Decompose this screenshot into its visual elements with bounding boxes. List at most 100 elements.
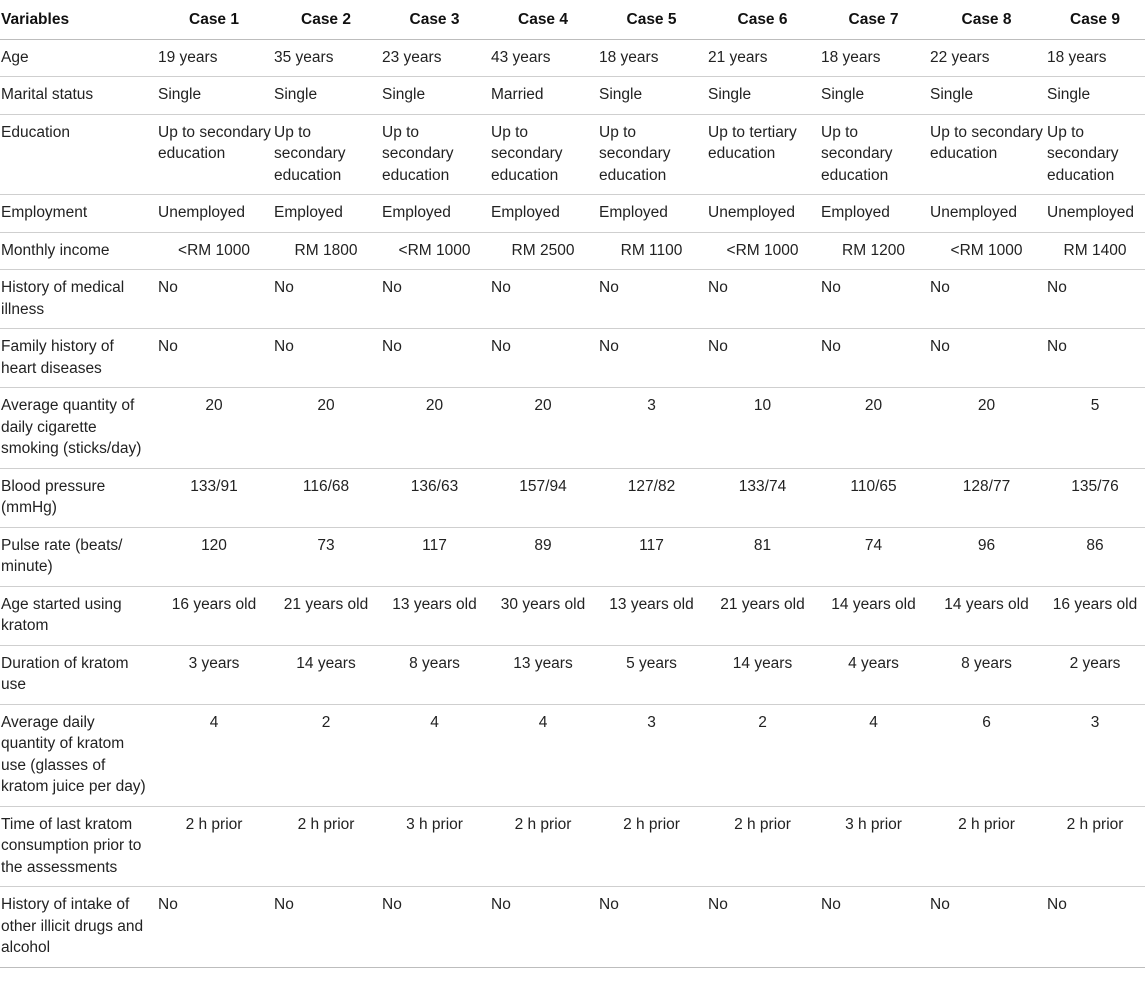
table-cell-case-6: Up to tertiary education: [706, 114, 819, 195]
table-cell-case-8: No: [928, 886, 1045, 968]
table-cell-case-1: 2 h prior: [156, 806, 272, 887]
table-cell-case-2: Single: [272, 76, 380, 115]
table-cell-case-2: Up to secondary education: [272, 114, 380, 195]
table-cell-case-3: 8 years: [380, 645, 489, 705]
table-cell-case-7: Single: [819, 76, 928, 115]
table-cell-case-7: Up to secondary education: [819, 114, 928, 195]
table-cell-case-2: 2: [272, 704, 380, 807]
table-cell-case-5: 2 h prior: [597, 806, 706, 887]
table-cell-case-4: No: [489, 269, 597, 329]
table-cell-case-3: 117: [380, 527, 489, 587]
table-cell-case-4: Up to secondary education: [489, 114, 597, 195]
table-cell-case-3: 20: [380, 387, 489, 469]
table-cell-case-4: No: [489, 886, 597, 968]
row-label: Time of last kratom consumption prior to…: [0, 806, 156, 887]
table-row: Average daily quantity of kratom use (gl…: [0, 704, 1145, 807]
table-row: History of medical illness No No No No No No No…: [0, 269, 1145, 329]
table-cell-case-6: 81: [706, 527, 819, 587]
table-cell-case-8: Unemployed: [928, 194, 1045, 233]
table-cell-case-3: Single: [380, 76, 489, 115]
table-cell-case-5: Up to secondary education: [597, 114, 706, 195]
table-cell-case-8: <RM 1000: [928, 232, 1045, 270]
table-cell-case-1: 16 years old: [156, 586, 272, 646]
table-cell-case-2: 35 years: [272, 39, 380, 77]
table-cell-case-4: 20: [489, 387, 597, 469]
table-cell-case-3: 136/63: [380, 468, 489, 528]
table-cell-case-9: No: [1045, 269, 1145, 329]
table-row: Employment Unemployed Employed Employed Empl…: [0, 194, 1145, 233]
column-header-case-9: Case 9: [1045, 0, 1145, 40]
table-row: Family history of heart diseases No No No No…: [0, 328, 1145, 388]
table-row: Monthly income <RM 1000 RM 1800 <RM 1000 RM …: [0, 232, 1145, 270]
table-cell-case-2: 21 years old: [272, 586, 380, 646]
column-header-variables: Variables: [0, 0, 156, 40]
table-cell-case-1: No: [156, 886, 272, 968]
table-cell-case-6: 21 years old: [706, 586, 819, 646]
column-header-case-4: Case 4: [489, 0, 597, 40]
table-cell-case-1: <RM 1000: [156, 232, 272, 270]
table-cell-case-1: No: [156, 328, 272, 388]
table-body: Age 19 years 35 years 23 years 43 years 18 ye…: [0, 39, 1145, 968]
table-cell-case-9: Up to secondary education: [1045, 114, 1145, 195]
table-cell-case-4: 13 years: [489, 645, 597, 705]
table-cell-case-5: Employed: [597, 194, 706, 233]
table-cell-case-6: No: [706, 886, 819, 968]
table-cell-case-8: No: [928, 269, 1045, 329]
table-cell-case-2: 2 h prior: [272, 806, 380, 887]
table-cell-case-8: 22 years: [928, 39, 1045, 77]
table-cell-case-6: 133/74: [706, 468, 819, 528]
table-cell-case-4: 43 years: [489, 39, 597, 77]
table-cell-case-5: 117: [597, 527, 706, 587]
table-cell-case-5: 18 years: [597, 39, 706, 77]
table-row: Blood pressure (mmHg) 133/91 116/68 136/63 1…: [0, 468, 1145, 528]
table-cell-case-3: Employed: [380, 194, 489, 233]
column-header-case-7: Case 7: [819, 0, 928, 40]
table-cell-case-2: 73: [272, 527, 380, 587]
table-cell-case-8: No: [928, 328, 1045, 388]
table-cell-case-2: No: [272, 328, 380, 388]
table-cell-case-9: 5: [1045, 387, 1145, 469]
table-cell-case-4: No: [489, 328, 597, 388]
table-cell-case-2: 116/68: [272, 468, 380, 528]
row-label: Duration of kratom use: [0, 645, 156, 705]
table-header: Variables Case 1 Case 2 Case 3 Case 4 Ca…: [0, 0, 1145, 40]
table-cell-case-9: 2 years: [1045, 645, 1145, 705]
table-cell-case-9: 135/76: [1045, 468, 1145, 528]
table-cell-case-3: 4: [380, 704, 489, 807]
table-row: Pulse rate (beats/ minute) 120 73 117 89 117 8…: [0, 527, 1145, 587]
table-cell-case-4: Married: [489, 76, 597, 115]
table-row: Average quantity of daily cigarette smok…: [0, 387, 1145, 469]
table-cell-case-1: 4: [156, 704, 272, 807]
table-cell-case-8: 96: [928, 527, 1045, 587]
table-cell-case-6: 21 years: [706, 39, 819, 77]
table-cell-case-1: 133/91: [156, 468, 272, 528]
table-cell-case-7: 74: [819, 527, 928, 587]
row-label: History of medical illness: [0, 269, 156, 329]
table-cell-case-9: No: [1045, 328, 1145, 388]
table-cell-case-2: RM 1800: [272, 232, 380, 270]
table-cell-case-5: 5 years: [597, 645, 706, 705]
table-cell-case-3: No: [380, 328, 489, 388]
row-label: Education: [0, 114, 156, 195]
table-cell-case-5: RM 1100: [597, 232, 706, 270]
table-cell-case-7: Employed: [819, 194, 928, 233]
table-cell-case-3: 3 h prior: [380, 806, 489, 887]
row-label: Marital status: [0, 76, 156, 115]
column-header-case-5: Case 5: [597, 0, 706, 40]
table-cell-case-1: 19 years: [156, 39, 272, 77]
table-cell-case-7: 4 years: [819, 645, 928, 705]
header-row: Variables Case 1 Case 2 Case 3 Case 4 Ca…: [0, 0, 1145, 40]
table-cell-case-8: Single: [928, 76, 1045, 115]
table-cell-case-7: No: [819, 886, 928, 968]
table-cell-case-3: 23 years: [380, 39, 489, 77]
table-row: History of intake of other illicit drugs…: [0, 886, 1145, 968]
table-cell-case-7: RM 1200: [819, 232, 928, 270]
table-cell-case-2: 20: [272, 387, 380, 469]
table-cell-case-6: 2: [706, 704, 819, 807]
table-cell-case-6: No: [706, 269, 819, 329]
table-cell-case-4: 157/94: [489, 468, 597, 528]
table-cell-case-2: Employed: [272, 194, 380, 233]
table-cell-case-9: Unemployed: [1045, 194, 1145, 233]
table-cell-case-3: 13 years old: [380, 586, 489, 646]
table-cell-case-2: No: [272, 886, 380, 968]
